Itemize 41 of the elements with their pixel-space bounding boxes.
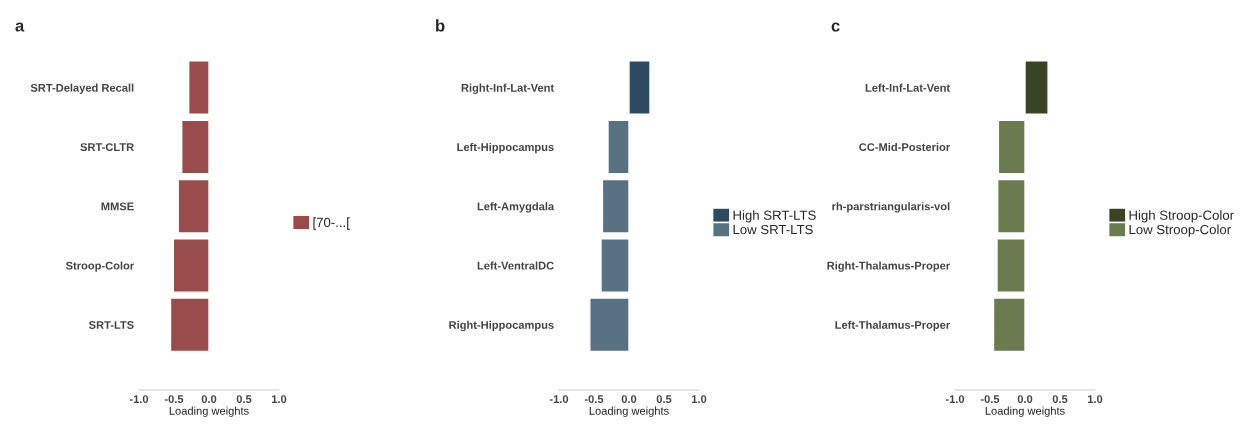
x-tick-label: -0.5: [164, 395, 184, 404]
chart-title: b: [436, 19, 445, 32]
y-tick-label: SRT-LTS: [88, 321, 134, 329]
legend-label: High SRT-LTS: [733, 210, 816, 223]
y-tick-label: CC-Mid-Posterior: [859, 142, 950, 152]
x-tick-label: 0.0: [1017, 395, 1033, 404]
x-tick-label: 1.0: [271, 395, 287, 404]
y-tick-label: Left-VentralDC: [477, 261, 554, 270]
x-tick-label: 0.5: [236, 395, 252, 404]
y-tick-label: Right-Thalamus-Proper: [827, 261, 950, 272]
x-tick-label: 1.0: [1087, 395, 1103, 404]
y-tick-label: Right-Inf-Lat-Vent: [461, 83, 555, 94]
y-tick-label: Left-Inf-Lat-Vent: [865, 83, 951, 92]
x-axis-title: Loading weights: [985, 406, 1065, 417]
x-tick-label: -1.0: [129, 395, 149, 404]
x-tick-label: 0.0: [201, 395, 217, 404]
y-tick-label: Right-Hippocampus: [449, 320, 554, 332]
x-tick-label: -1.0: [945, 395, 965, 404]
x-axis-title: Loading weights: [169, 406, 249, 417]
x-tick-label: -0.5: [584, 395, 604, 404]
legend-label: Low Stroop-Color: [1129, 224, 1231, 237]
x-tick-label: -1.0: [549, 395, 569, 404]
x-tick-label: 0.5: [1052, 395, 1068, 404]
legend-label: Low SRT-LTS: [733, 224, 813, 235]
legend-label: High Stroop-Color: [1129, 210, 1234, 223]
y-tick-label: Left-Thalamus-Proper: [835, 320, 950, 332]
y-tick-label: SRT-CLTR: [80, 143, 134, 152]
y-tick-label: Left-Amygdala: [477, 202, 555, 213]
y-tick-label: MMSE: [101, 202, 134, 211]
y-tick-label: Stroop-Color: [65, 261, 134, 272]
legend-label: [70-...[: [313, 217, 350, 230]
chart-title: a: [15, 22, 25, 32]
x-tick-label: -0.5: [980, 395, 1000, 404]
y-tick-label: rh-parstriangularis-vol: [832, 202, 950, 213]
y-tick-label: Left-Hippocampus: [457, 142, 554, 154]
x-tick-label: 1.0: [691, 395, 707, 404]
x-axis-title: Loading weights: [589, 406, 669, 417]
chart-title: c: [831, 22, 840, 32]
x-tick-label: 0.5: [656, 395, 672, 404]
x-tick-label: 0.0: [621, 395, 637, 404]
y-tick-label: SRT-Delayed Recall: [30, 83, 134, 94]
